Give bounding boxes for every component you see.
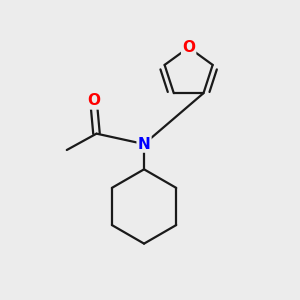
Text: N: N bbox=[138, 136, 150, 152]
Text: O: O bbox=[87, 94, 100, 109]
Text: O: O bbox=[182, 40, 195, 55]
